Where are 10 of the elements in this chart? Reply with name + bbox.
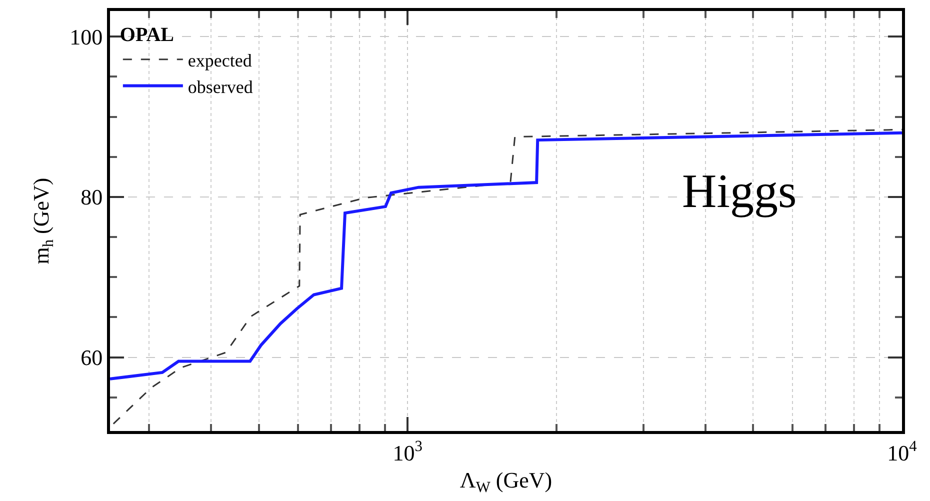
legend-label: observed — [188, 76, 253, 97]
y-tick-label: 100 — [70, 24, 103, 50]
x-tick-label: 10$^{4}$ — [887, 438, 918, 466]
annotation: Higgs — [682, 165, 797, 218]
y-tick-label: 80 — [80, 184, 103, 210]
legend-label: expected — [188, 50, 252, 70]
x-tick-label: 10$^{3}$ — [392, 438, 423, 466]
y-tick-label: 60 — [80, 344, 103, 370]
legend-title: OPAL — [120, 24, 174, 46]
x-axis-title: Λ$_{W}$ (GeV) — [460, 467, 552, 496]
